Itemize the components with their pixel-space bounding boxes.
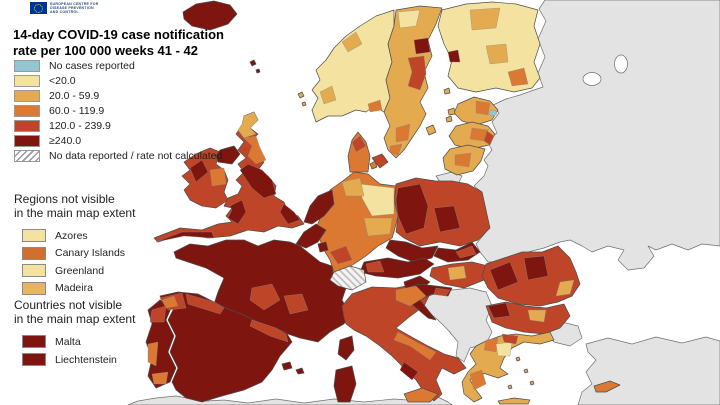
region-patch-finland-central xyxy=(485,43,509,65)
region-patch-finland-lapland xyxy=(469,7,501,31)
country-spain xyxy=(159,291,293,403)
region-patch-slovakia-east xyxy=(455,245,477,259)
country-aland xyxy=(443,87,451,95)
region-patch-romania-center xyxy=(523,255,549,281)
region-patch-greece-epirus xyxy=(483,337,499,353)
lake-peipus xyxy=(488,110,498,116)
region-patch-france-center2 xyxy=(283,293,309,315)
country-switzerland xyxy=(329,265,367,291)
country-iceland xyxy=(182,0,238,31)
region-patch-denmark-north xyxy=(351,135,367,153)
land-russia-belarus-ukraine xyxy=(473,0,720,271)
region-patch-spain-galicia2 xyxy=(161,295,179,309)
region-patch-romania-west xyxy=(489,261,519,291)
country-belgium xyxy=(295,223,327,249)
region-patch-scotland-mid xyxy=(243,135,267,165)
region-patch-poland-center xyxy=(433,205,461,233)
country-corsica xyxy=(337,335,355,361)
country-denmark-funen xyxy=(369,160,378,170)
country-northern-ireland xyxy=(215,145,241,165)
country-faroe-islands xyxy=(249,59,261,74)
region-patch-portugal-north xyxy=(149,305,167,323)
region-patch-sweden-south xyxy=(395,123,411,143)
region-patch-greece-north xyxy=(501,333,519,345)
region-patch-scotland-north xyxy=(237,111,259,139)
country-czechia xyxy=(385,239,439,263)
region-patch-cornwall xyxy=(155,231,215,243)
region-patch-norway-bergen xyxy=(319,85,337,105)
region-patch-bulgaria-northwest xyxy=(487,302,511,319)
region-patch-estonia-east xyxy=(475,100,491,116)
country-balearic-islands xyxy=(281,361,305,375)
region-patch-wales xyxy=(227,199,247,225)
region-patch-sweden-north xyxy=(397,9,421,29)
region-patch-spain-northeast xyxy=(249,319,289,343)
region-patch-portugal-algarve xyxy=(151,371,169,385)
country-netherlands xyxy=(303,189,335,225)
region-patch-italy-center xyxy=(393,331,437,361)
region-patch-italy-campania xyxy=(399,361,419,381)
region-patch-poland-west xyxy=(395,183,429,235)
region-patch-norway-oslo xyxy=(367,99,383,113)
land-turkey xyxy=(577,336,720,405)
region-patch-hungary-center xyxy=(447,265,467,281)
country-crete xyxy=(497,397,531,405)
region-patch-latvia-east xyxy=(483,130,495,146)
region-patch-london xyxy=(279,203,301,225)
region-patch-romania-coast xyxy=(555,279,575,297)
region-patch-ireland-west xyxy=(189,159,209,183)
region-patch-sweden-mid-dark xyxy=(413,37,431,55)
region-patch-austria-tyrol xyxy=(365,260,385,273)
region-patch-sweden-mid xyxy=(407,55,427,91)
region-patch-finland-vaasa xyxy=(447,49,461,63)
region-patch-germany-north xyxy=(341,177,365,197)
lake-ladoga xyxy=(582,72,602,86)
region-patch-germany-saxony xyxy=(363,217,393,237)
region-patch-italy-veneto xyxy=(395,285,427,307)
region-patch-finland-southeast xyxy=(507,67,529,87)
region-patch-greece-peloponnese xyxy=(469,369,487,391)
land-north-africa xyxy=(127,395,453,405)
region-patch-germany-south xyxy=(329,245,353,265)
country-shetland xyxy=(297,91,307,107)
country-greek-islands xyxy=(507,356,535,390)
region-patch-spain-north xyxy=(185,293,225,315)
country-gotland xyxy=(425,124,437,136)
country-cyprus xyxy=(593,380,621,393)
region-patch-greece-thessaly xyxy=(495,341,513,357)
region-patch-bulgaria-center xyxy=(527,309,547,323)
lake-onega xyxy=(614,54,628,74)
country-estonia-islands xyxy=(445,107,456,123)
region-patch-lithuania-south xyxy=(454,152,472,168)
country-luxembourg xyxy=(317,241,329,253)
region-patch-ireland-center xyxy=(209,167,227,187)
region-patch-north-england xyxy=(239,163,277,199)
region-patch-france-center xyxy=(249,283,281,311)
region-patch-portugal-center xyxy=(147,341,159,367)
country-sardinia xyxy=(333,365,357,403)
country-denmark-zealand xyxy=(371,153,389,169)
region-patch-sweden-scania xyxy=(389,143,403,157)
country-sicily xyxy=(403,387,439,403)
region-patch-croatia-slavonia xyxy=(433,287,451,297)
region-patch-norway-trondelag xyxy=(341,31,363,53)
